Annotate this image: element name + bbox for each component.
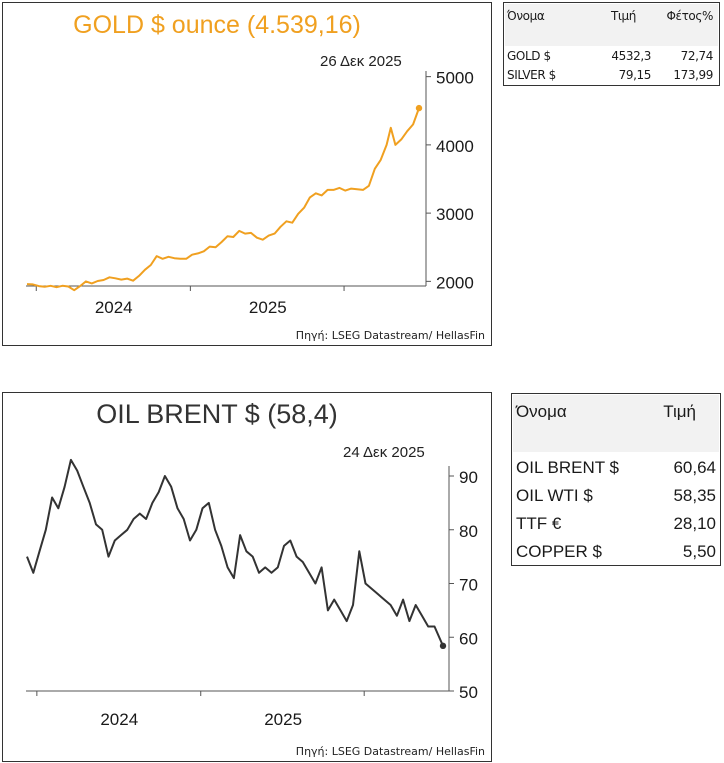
gold-x-tick-label: 2025 xyxy=(249,298,287,317)
energy-row-0-name: OIL BRENT $ xyxy=(516,458,619,477)
energy-table-header xyxy=(513,395,719,452)
gold-y-tick-label: 5000 xyxy=(436,69,474,88)
metals-header-name: Όνομα xyxy=(507,9,545,23)
gold-chart-source: Πηγή: LSEG Datastream/ HellasFin xyxy=(295,329,485,342)
gold-y-tick-label: 3000 xyxy=(436,205,474,224)
oil-chart-source: Πηγή: LSEG Datastream/ HellasFin xyxy=(295,745,485,758)
gold-y-tick-label: 2000 xyxy=(436,273,474,292)
gold-y-tick-label: 4000 xyxy=(436,137,474,156)
gold-x-tick-label: 2024 xyxy=(95,298,133,317)
energy-row-3-name: COPPER $ xyxy=(516,542,602,561)
gold-last-point-marker xyxy=(415,104,423,112)
energy-row-2-name: TTF € xyxy=(516,514,562,533)
oil-x-tick-label: 2024 xyxy=(100,710,138,729)
gold-chart-date: 26 Δεκ 2025 xyxy=(320,53,402,70)
energy-header-price: Τιμή xyxy=(663,402,696,421)
energy-header-name: Όνομα xyxy=(516,402,567,421)
metals-row-0-name: GOLD $ xyxy=(507,49,551,63)
oil-y-tick-label: 80 xyxy=(459,522,478,541)
energy-row-1-name: OIL WTI $ xyxy=(516,486,593,505)
gold-chart-title: GOLD $ ounce (4.539,16) xyxy=(73,11,361,39)
energy-row-2-price: 28,10 xyxy=(673,514,716,533)
metals-row-1-name: SILVER $ xyxy=(507,68,556,82)
metals-row-1-price: 79,15 xyxy=(618,68,652,82)
oil-chart-title: OIL BRENT $ (58,4) xyxy=(96,399,338,429)
oil-y-tick-label: 70 xyxy=(459,576,478,595)
energy-row-3-price: 5,50 xyxy=(682,542,716,561)
oil-last-point-marker xyxy=(439,642,447,650)
metals-row-1-ytd: 173,99 xyxy=(673,68,713,82)
gold-chart-panel: 2000 3000 4000 5000 2024 2025 GOLD $ ounce (4… xyxy=(2,2,492,346)
metals-header-ytd: Φέτος% xyxy=(666,9,713,23)
oil-chart-svg: 50 60 70 80 90 2024 2025 xyxy=(26,458,478,729)
oil-y-tick-label: 50 xyxy=(459,683,478,702)
metals-row-0-ytd: 72,74 xyxy=(680,49,714,63)
metals-table: Όνομα Τιμή Φέτος% GOLD $ 4532,3 72,74 SI… xyxy=(503,2,720,86)
metals-table-header xyxy=(505,4,718,46)
oil-y-tick-label: 60 xyxy=(459,629,478,648)
oil-chart-date: 24 Δεκ 2025 xyxy=(343,444,425,461)
energy-table: Όνομα Τιμή OIL BRENT $ 60,64 OIL WTI $ 5… xyxy=(511,393,721,566)
metals-row-0-price: 4532,3 xyxy=(611,49,651,63)
oil-chart-panel: 50 60 70 80 90 2024 2025 OIL BRENT $ (58,4) 24… xyxy=(2,392,492,762)
gold-chart-svg: 2000 3000 4000 5000 2024 2025 xyxy=(26,69,474,317)
energy-row-0-price: 60,64 xyxy=(673,458,716,477)
oil-y-tick-label: 90 xyxy=(459,468,478,487)
oil-x-tick-label: 2025 xyxy=(264,710,302,729)
oil-series-line xyxy=(26,458,444,647)
metals-header-price: Τιμή xyxy=(610,9,636,23)
gold-series-line xyxy=(26,107,420,292)
energy-row-1-price: 58,35 xyxy=(673,486,716,505)
